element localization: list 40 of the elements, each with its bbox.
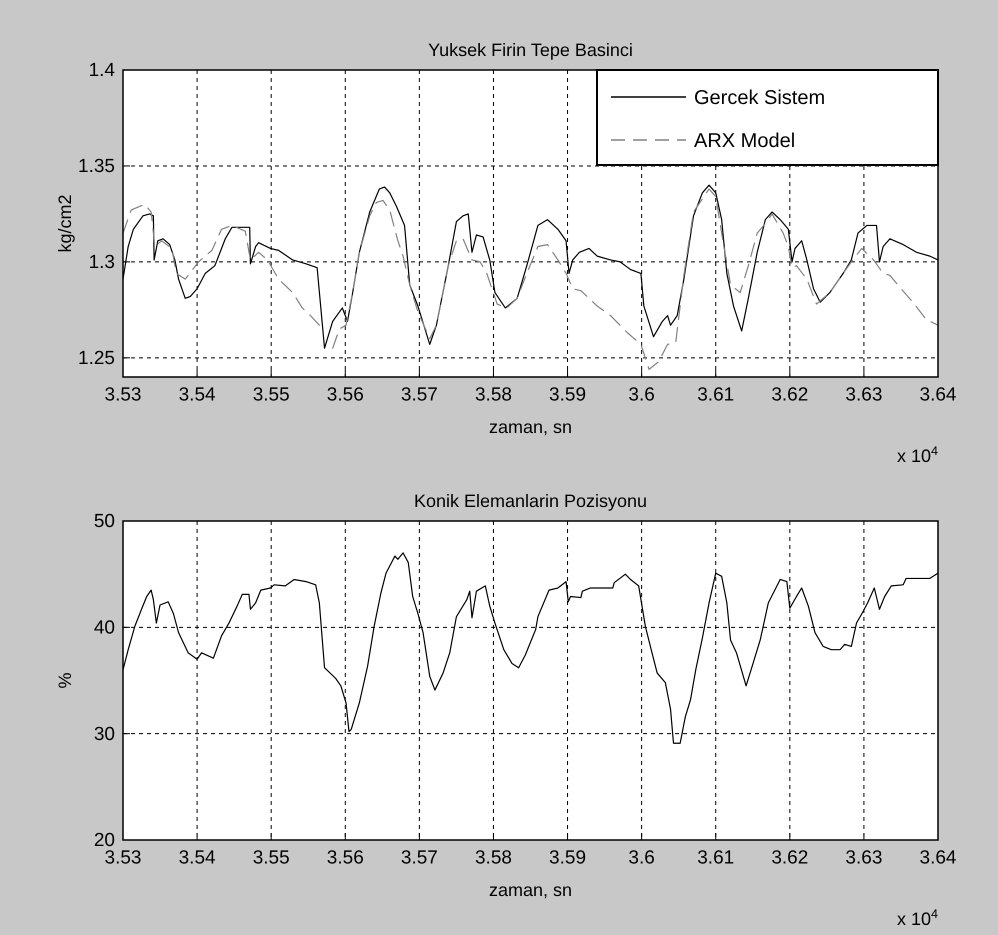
y-tick-label: 30 <box>94 724 115 745</box>
y-axis-title: % <box>55 672 75 689</box>
x-tick-label: 3.62 <box>771 384 808 406</box>
x-tick-label: 3.55 <box>252 847 290 868</box>
x-tick-label: 3.56 <box>326 384 364 406</box>
x-tick-label: 3.58 <box>474 847 512 868</box>
x-axis-title: zaman, sn <box>488 417 572 437</box>
x-tick-label: 3.54 <box>178 384 216 406</box>
x-tick-label: 3.6 <box>628 847 655 868</box>
y-tick-label: 40 <box>94 617 115 638</box>
x-tick-label: 3.63 <box>845 847 882 868</box>
text: x 10$^{4}$ <box>896 444 938 466</box>
x-tick-label: 3.57 <box>400 384 438 406</box>
x-tick-label: 3.53 <box>104 384 142 406</box>
x-tick-label: 3.61 <box>697 384 734 406</box>
x-tick-label: 3.63 <box>845 384 882 406</box>
x-tick-label: 3.54 <box>178 847 216 868</box>
y-tick-label: 1.35 <box>78 156 115 178</box>
text: x 10$^{4}$ <box>896 907 938 929</box>
chart-title: Konik Elemanlarin Pozisyonu <box>414 491 648 511</box>
y-tick-label: 1.25 <box>78 348 115 369</box>
x-tick-label: 3.64 <box>920 847 957 868</box>
x-tick-label: 3.55 <box>252 384 290 406</box>
legend-label: Gercek Sistem <box>694 87 826 109</box>
x-tick-label: 3.64 <box>920 384 957 406</box>
x-tick-label: 3.58 <box>474 384 512 406</box>
y-tick-label: 50 <box>94 511 115 532</box>
y-tick-label: 1.3 <box>88 252 115 273</box>
x-tick-label: 3.57 <box>400 847 438 868</box>
chart-title: Yuksek Firin Tepe Basinci <box>428 40 633 60</box>
x-tick-label: 3.56 <box>326 847 364 868</box>
y-axis-title: kg/cm2 <box>55 194 75 253</box>
x-tick-label: 3.62 <box>771 847 808 868</box>
legend-label: ARX Model <box>694 130 796 152</box>
y-tick-label: 1.4 <box>88 60 116 82</box>
x-tick-label: 3.61 <box>697 847 734 868</box>
x-tick-label: 3.59 <box>549 847 586 868</box>
x-tick-label: 3.6 <box>628 384 655 406</box>
x-tick-label: 3.59 <box>549 384 586 406</box>
x-axis-title: zaman, sn <box>488 880 572 900</box>
